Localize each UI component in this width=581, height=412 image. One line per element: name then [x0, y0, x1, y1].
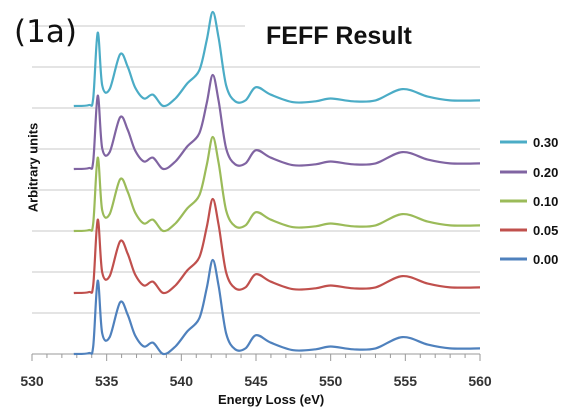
x-tick-label: 530 [20, 373, 44, 389]
series-line-0.05 [73, 197, 481, 295]
legend-label: 0.05 [533, 223, 558, 238]
legend-label: 0.00 [533, 252, 558, 267]
x-tick-label: 545 [244, 373, 268, 389]
chart-title: FEFF Result [266, 22, 412, 50]
x-tick-label: 550 [319, 373, 343, 389]
legend: 0.30 0.20 0.10 0.05 0.00 [500, 135, 558, 267]
series-line-0.20 [73, 73, 481, 171]
x-tick-label: 535 [95, 373, 119, 389]
legend-label: 0.10 [533, 194, 558, 209]
legend-label: 0.20 [533, 165, 558, 180]
panel-label: (1a) [14, 14, 77, 50]
x-tick-label: 540 [170, 373, 194, 389]
y-axis-label: Arbitrary units [25, 122, 41, 213]
x-tick-label: 555 [394, 373, 418, 389]
series-line-0.10 [73, 135, 481, 233]
series-curves [73, 10, 481, 356]
x-axis: 530 535 540 545 550 555 560 [20, 353, 492, 389]
legend-label: 0.30 [533, 135, 558, 150]
grid-lines [32, 25, 480, 314]
x-tick-label: 560 [468, 373, 492, 389]
series-line-0.30 [73, 10, 481, 108]
series-line-0.00 [73, 258, 481, 356]
x-axis-label: Energy Loss (eV) [218, 392, 325, 407]
